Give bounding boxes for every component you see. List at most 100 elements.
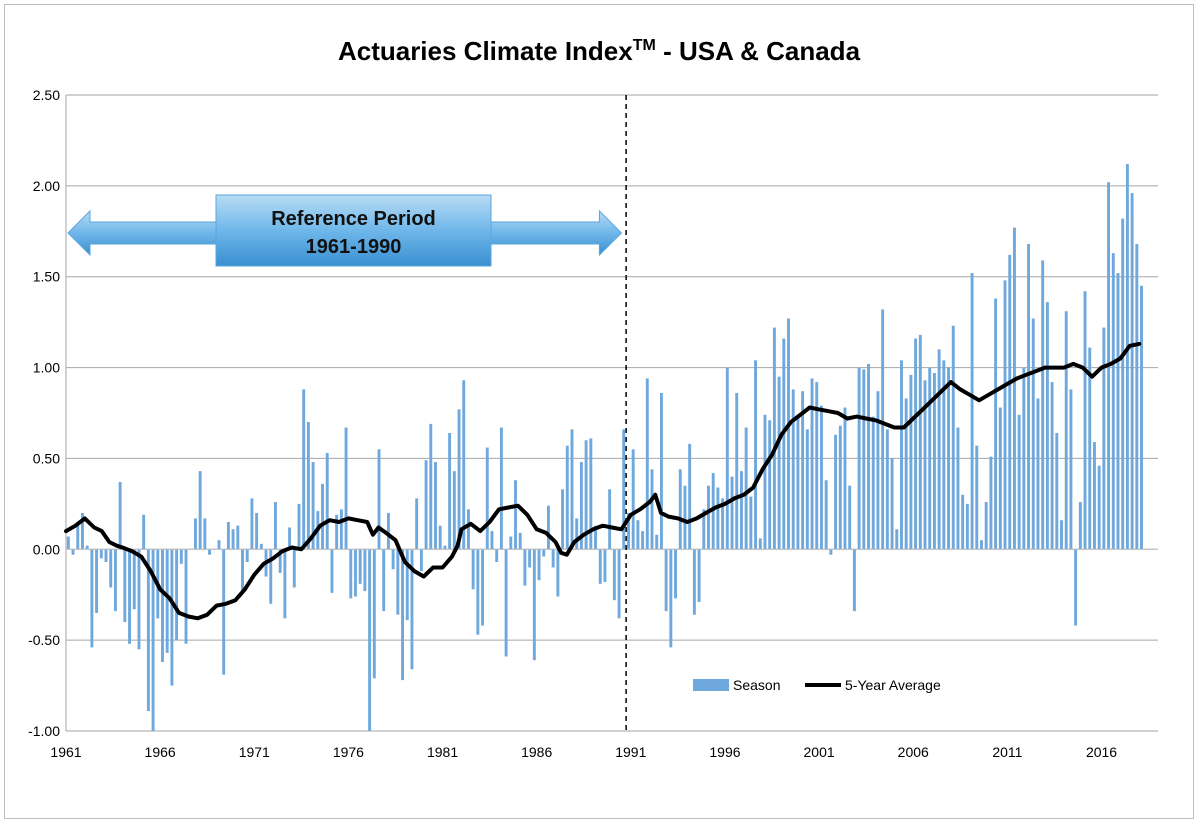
season-bar: [226, 522, 230, 550]
season-bar: [1060, 520, 1063, 550]
season-bar: [236, 525, 240, 550]
season-bar: [434, 462, 437, 550]
season-bar: [561, 489, 565, 550]
season-bar: [871, 416, 875, 550]
season-bar: [415, 498, 419, 550]
season-bar: [151, 549, 155, 731]
season-bar: [339, 509, 343, 550]
season-bar: [551, 549, 555, 568]
season-bar: [928, 367, 932, 550]
season-bar: [99, 549, 103, 559]
season-bar: [396, 549, 400, 615]
season-bar: [688, 443, 692, 550]
season-bar: [528, 549, 532, 568]
season-bar: [1097, 465, 1101, 550]
season-bar: [302, 389, 306, 550]
chart-title-suffix: - USA & Canada: [656, 36, 861, 66]
season-bar: [735, 393, 739, 550]
season-bar: [937, 349, 941, 550]
y-tick-label: 1.50: [33, 269, 60, 285]
season-bar: [876, 391, 880, 550]
season-bar: [603, 549, 607, 582]
season-bar: [518, 532, 522, 550]
legend-label-five-year-average: 5-Year Average: [845, 677, 941, 693]
x-tick-label: 1961: [50, 744, 81, 760]
season-bar: [485, 447, 489, 550]
season-bar: [1031, 318, 1035, 550]
season-bar: [137, 549, 141, 650]
season-bar: [1003, 280, 1007, 550]
season-bar: [222, 549, 226, 675]
season-bar: [1125, 164, 1129, 550]
season-bar: [1102, 327, 1106, 550]
season-bar: [565, 445, 569, 550]
season-bar: [471, 549, 475, 590]
season-bar: [203, 518, 207, 550]
season-bar: [259, 543, 263, 550]
season-bar: [834, 434, 838, 550]
x-tick-label: 2006: [898, 744, 929, 760]
season-bar: [81, 512, 84, 550]
y-tick-label: 0.50: [33, 450, 60, 466]
season-bar: [867, 363, 870, 550]
season-bar: [537, 549, 541, 581]
season-bar: [772, 327, 776, 550]
season-bar: [297, 503, 301, 550]
season-bar: [885, 429, 889, 550]
season-bar: [796, 416, 800, 550]
season-bar: [763, 414, 767, 550]
x-tick-label: 2001: [804, 744, 835, 760]
season-bar: [631, 449, 635, 550]
x-tick-label: 1991: [615, 744, 646, 760]
season-bar: [932, 373, 936, 550]
season-bar: [589, 438, 593, 550]
season-bar: [269, 549, 273, 604]
season-bar: [782, 338, 786, 550]
season-bar: [368, 549, 372, 731]
season-bar: [627, 512, 630, 550]
season-bar: [481, 549, 485, 626]
reference-period-arrow: Reference Period 1961-1990: [67, 194, 623, 267]
season-bar: [123, 549, 127, 622]
season-bar: [344, 427, 348, 550]
season-bar: [514, 480, 517, 550]
season-bar: [895, 529, 899, 550]
season-bar: [104, 549, 108, 563]
season-bar: [231, 529, 235, 550]
reference-period-years: 1961-1990: [306, 236, 402, 258]
y-tick-label: 2.50: [33, 87, 60, 103]
season-bar: [1027, 244, 1031, 550]
season-bar: [476, 549, 480, 635]
season-bars: [66, 164, 1143, 731]
season-bar: [951, 325, 955, 550]
season-bar: [113, 549, 117, 612]
season-bar: [532, 549, 536, 661]
season-bar: [250, 498, 254, 550]
season-bar: [956, 427, 960, 550]
season-bar: [499, 427, 503, 550]
season-bar: [579, 462, 583, 550]
season-bar: [791, 389, 795, 550]
reference-period-box: [215, 194, 492, 267]
season-bar: [354, 549, 357, 597]
season-bar: [1017, 414, 1021, 550]
season-bar: [942, 360, 946, 550]
season-bar: [306, 422, 310, 550]
y-tick-label: 1.00: [33, 360, 60, 376]
season-bar: [358, 549, 362, 584]
season-bar: [1022, 367, 1026, 550]
x-tick-label: 1996: [709, 744, 740, 760]
season-bar: [707, 485, 710, 550]
season-bar: [1074, 549, 1078, 626]
legend: Season 5-Year Average: [693, 677, 941, 693]
season-bar: [575, 518, 579, 550]
season-bar: [443, 545, 447, 550]
season-bar: [363, 549, 367, 592]
season-bar: [650, 469, 654, 550]
season-bar: [881, 309, 885, 550]
season-bar: [594, 525, 597, 550]
season-bar: [914, 338, 918, 550]
season-bar: [1088, 347, 1092, 550]
season-bar: [1121, 218, 1125, 550]
season-bar: [401, 549, 405, 681]
